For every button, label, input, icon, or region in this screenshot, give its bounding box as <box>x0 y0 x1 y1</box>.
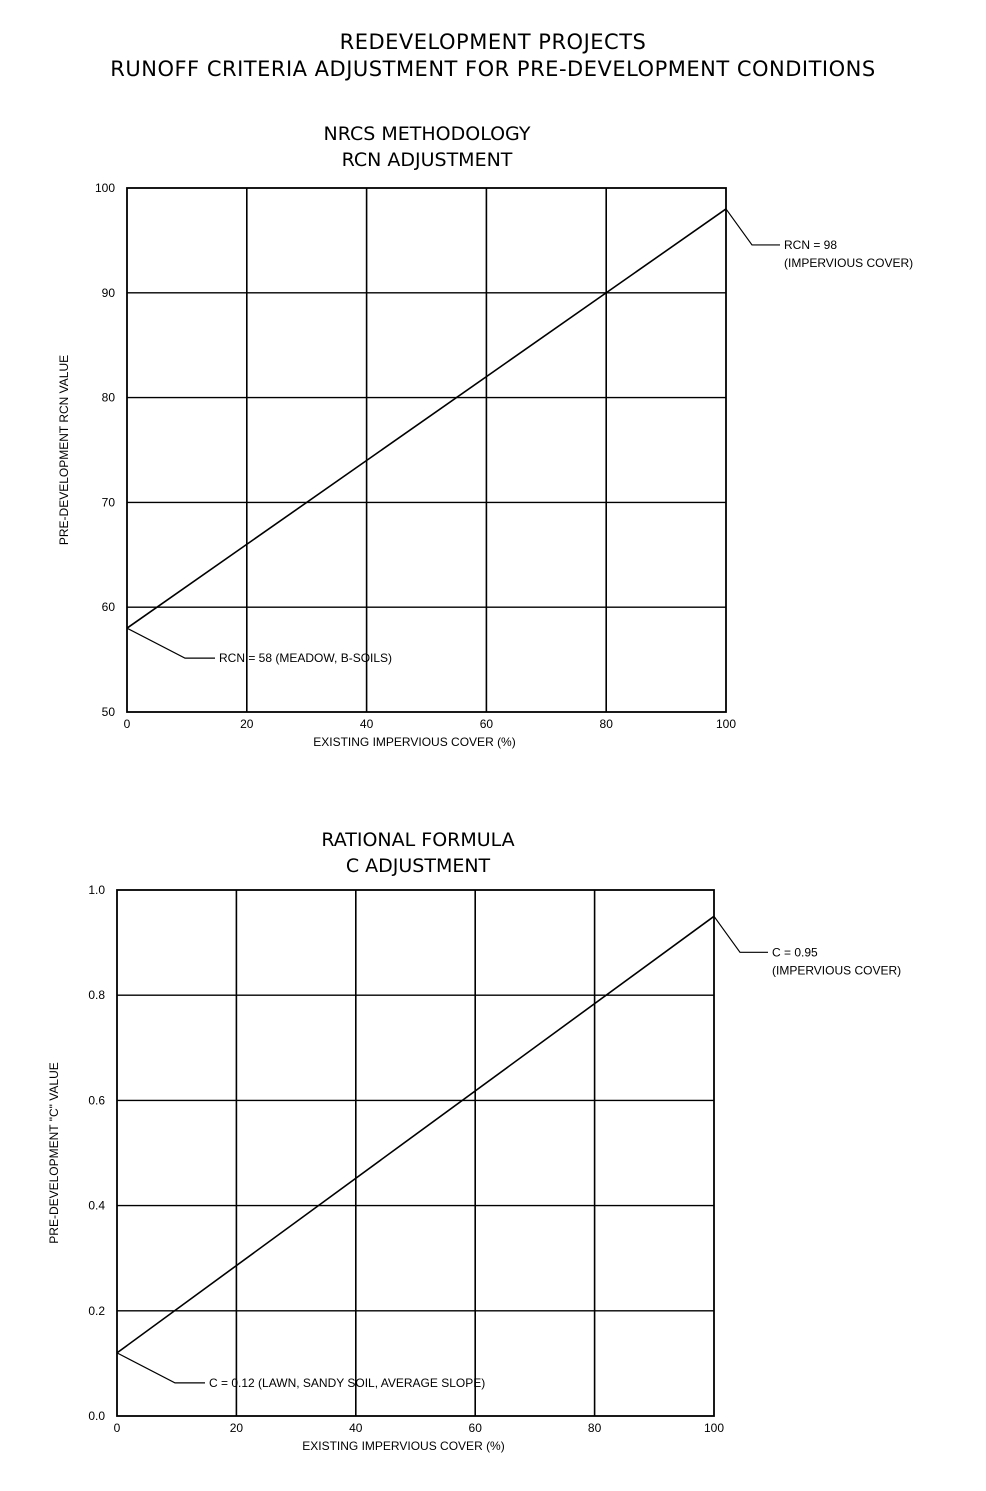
annotation-end-sublabel: (IMPERVIOUS COVER) <box>772 963 901 977</box>
x-tick-label: 100 <box>704 1421 724 1435</box>
y-tick-label: 0.6 <box>88 1093 105 1107</box>
x-axis-label: EXISTING IMPERVIOUS COVER (%) <box>302 1439 504 1453</box>
chart-title-line2: RCN ADJUSTMENT <box>342 149 513 171</box>
y-tick-label: 0.4 <box>88 1199 105 1213</box>
x-tick-label: 40 <box>349 1421 363 1435</box>
x-axis-label: EXISTING IMPERVIOUS COVER (%) <box>313 735 515 749</box>
y-tick-label: 80 <box>102 391 116 405</box>
data-line <box>116 915 715 1354</box>
annotation-end-sublabel: (IMPERVIOUS COVER) <box>784 256 913 270</box>
y-tick-label: 100 <box>95 181 115 195</box>
annotation-leader <box>126 627 215 659</box>
x-tick-label: 60 <box>469 1421 483 1435</box>
y-tick-label: 0.0 <box>88 1409 105 1423</box>
y-axis-label: PRE-DEVELOPMENT RCN VALUE <box>57 355 71 545</box>
data-line <box>126 208 727 629</box>
x-tick-label: 60 <box>480 717 494 731</box>
chart-title-line2: C ADJUSTMENT <box>346 855 491 877</box>
x-tick-label: 100 <box>716 717 736 731</box>
page-title-line2: RUNOFF CRITERIA ADJUSTMENT FOR PRE-DEVEL… <box>110 57 876 81</box>
x-tick-label: 0 <box>114 1421 121 1435</box>
x-tick-label: 0 <box>124 717 131 731</box>
annotation-end-label: RCN = 98 <box>784 238 837 252</box>
x-tick-label: 20 <box>240 717 254 731</box>
y-tick-label: 0.2 <box>88 1304 105 1318</box>
x-tick-label: 80 <box>588 1421 602 1435</box>
y-tick-label: 90 <box>102 286 116 300</box>
annotation-start-label: C = 0.12 (LAWN, SANDY SOIL, AVERAGE SLOP… <box>209 1376 485 1390</box>
annotation-leader <box>116 1352 205 1384</box>
annotation-leader <box>725 208 780 246</box>
x-tick-label: 80 <box>600 717 614 731</box>
plot-frame <box>116 889 715 1417</box>
chart-title-line1: RATIONAL FORMULA <box>321 829 514 851</box>
y-tick-label: 0.8 <box>88 988 105 1002</box>
page-title-line1: REDEVELOPMENT PROJECTS <box>339 30 647 54</box>
x-tick-label: 20 <box>230 1421 244 1435</box>
y-tick-label: 70 <box>102 495 116 509</box>
annotation-leader <box>713 915 768 953</box>
y-tick-label: 50 <box>102 705 116 719</box>
plot-frame <box>126 187 727 713</box>
x-tick-label: 40 <box>360 717 374 731</box>
annotation-start-label: RCN = 58 (MEADOW, B-SOILS) <box>219 651 392 665</box>
annotation-end-label: C = 0.95 <box>772 945 818 959</box>
c-adjustment-chart: RATIONAL FORMULA C ADJUSTMENT 0 20 40 60 80 100… <box>47 829 901 1453</box>
y-tick-label: 60 <box>102 600 116 614</box>
rcn-adjustment-chart: NRCS METHODOLOGY RCN ADJUSTMENT 0 20 40 60 80 1… <box>57 123 913 749</box>
y-tick-label: 1.0 <box>88 883 105 897</box>
chart-title-line1: NRCS METHODOLOGY <box>324 123 531 145</box>
y-axis-label: PRE-DEVELOPMENT "C" VALUE <box>47 1062 61 1243</box>
